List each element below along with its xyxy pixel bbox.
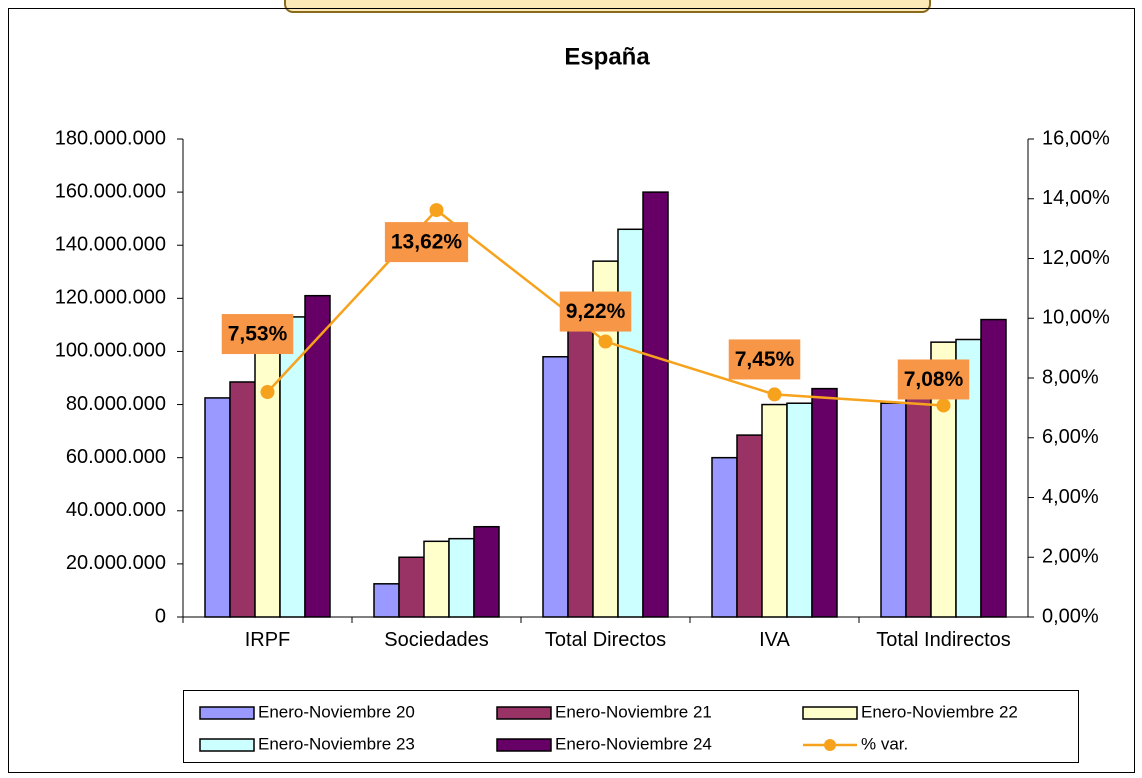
x-tick-label: IVA [759, 629, 790, 651]
line-marker [429, 203, 444, 218]
y-tick-label: 80.000.000 [66, 393, 166, 415]
x-tick-label: Sociedades [384, 629, 489, 651]
data-label: 7,45% [735, 348, 795, 371]
legend-swatch [802, 706, 858, 720]
legend-label: Enero-Noviembre 23 [258, 734, 415, 753]
data-label-box [728, 339, 801, 380]
bar [642, 191, 669, 618]
y2-tick-label: 2,00% [1042, 546, 1099, 568]
data-label-box [897, 359, 970, 400]
y-tick-label: 20.000.000 [66, 552, 166, 574]
bar [254, 329, 281, 618]
legend-swatch [199, 706, 255, 720]
y2-tick-label: 8,00% [1042, 366, 1099, 388]
line-marker [767, 387, 782, 402]
bar [373, 583, 400, 618]
legend-swatch [496, 738, 552, 752]
x-tick-label: Total Directos [544, 629, 667, 651]
legend-label: Enero-Noviembre 22 [861, 702, 1018, 721]
bar [423, 540, 450, 618]
legend-label: % var. [861, 734, 908, 753]
data-label: 9,22% [566, 300, 626, 323]
y-tick-label: 40.000.000 [66, 499, 166, 521]
data-label: 7,08% [904, 368, 964, 391]
legend-swatch [199, 738, 255, 752]
bar [786, 402, 813, 618]
y2-tick-label: 4,00% [1042, 486, 1099, 508]
line-marker [936, 398, 951, 413]
y2-tick-label: 16,00% [1042, 127, 1110, 149]
legend-swatch [496, 706, 552, 720]
bar [617, 228, 644, 618]
bar [711, 456, 738, 618]
data-label-box [221, 314, 294, 355]
legend-swatch [824, 739, 836, 751]
bar [204, 397, 231, 618]
line-marker [260, 385, 275, 400]
line-marker [598, 334, 613, 349]
decoration [284, 0, 931, 13]
y-tick-label: 120.000.000 [55, 287, 166, 309]
chart-title: España [564, 43, 650, 70]
bar [229, 381, 256, 618]
y2-tick-label: 0,00% [1042, 605, 1099, 627]
bar [761, 403, 788, 618]
y2-tick-label: 14,00% [1042, 187, 1110, 209]
y-tick-label: 180.000.000 [55, 127, 166, 149]
bar [473, 525, 500, 618]
y2-tick-label: 6,00% [1042, 426, 1099, 448]
bar [880, 402, 907, 618]
y-tick-label: 100.000.000 [55, 340, 166, 362]
bar [304, 294, 331, 618]
data-label: 13,62% [391, 231, 463, 254]
bar [398, 556, 425, 618]
y2-tick-label: 10,00% [1042, 307, 1110, 329]
legend-label: Enero-Noviembre 21 [555, 702, 712, 721]
y-tick-label: 140.000.000 [55, 234, 166, 256]
y-tick-label: 0 [155, 605, 166, 627]
bar [279, 316, 306, 618]
bar [567, 310, 594, 618]
data-label-box [384, 222, 469, 263]
legend [183, 690, 1079, 763]
x-tick-label: IRPF [244, 629, 291, 651]
bar [448, 537, 475, 618]
legend-label: Enero-Noviembre 20 [258, 702, 415, 721]
chart-border [8, 8, 1135, 773]
data-label-box [559, 291, 632, 332]
y2-tick-label: 12,00% [1042, 247, 1110, 269]
bar [811, 387, 838, 618]
y-tick-label: 60.000.000 [66, 446, 166, 468]
bar [736, 434, 763, 618]
data-label: 7,53% [228, 323, 288, 346]
bar [980, 318, 1007, 618]
x-tick-label: Total Indirectos [876, 629, 1011, 651]
bar [905, 374, 932, 618]
legend-label: Enero-Noviembre 24 [555, 734, 712, 753]
y-tick-label: 160.000.000 [55, 180, 166, 202]
bar [542, 356, 569, 618]
